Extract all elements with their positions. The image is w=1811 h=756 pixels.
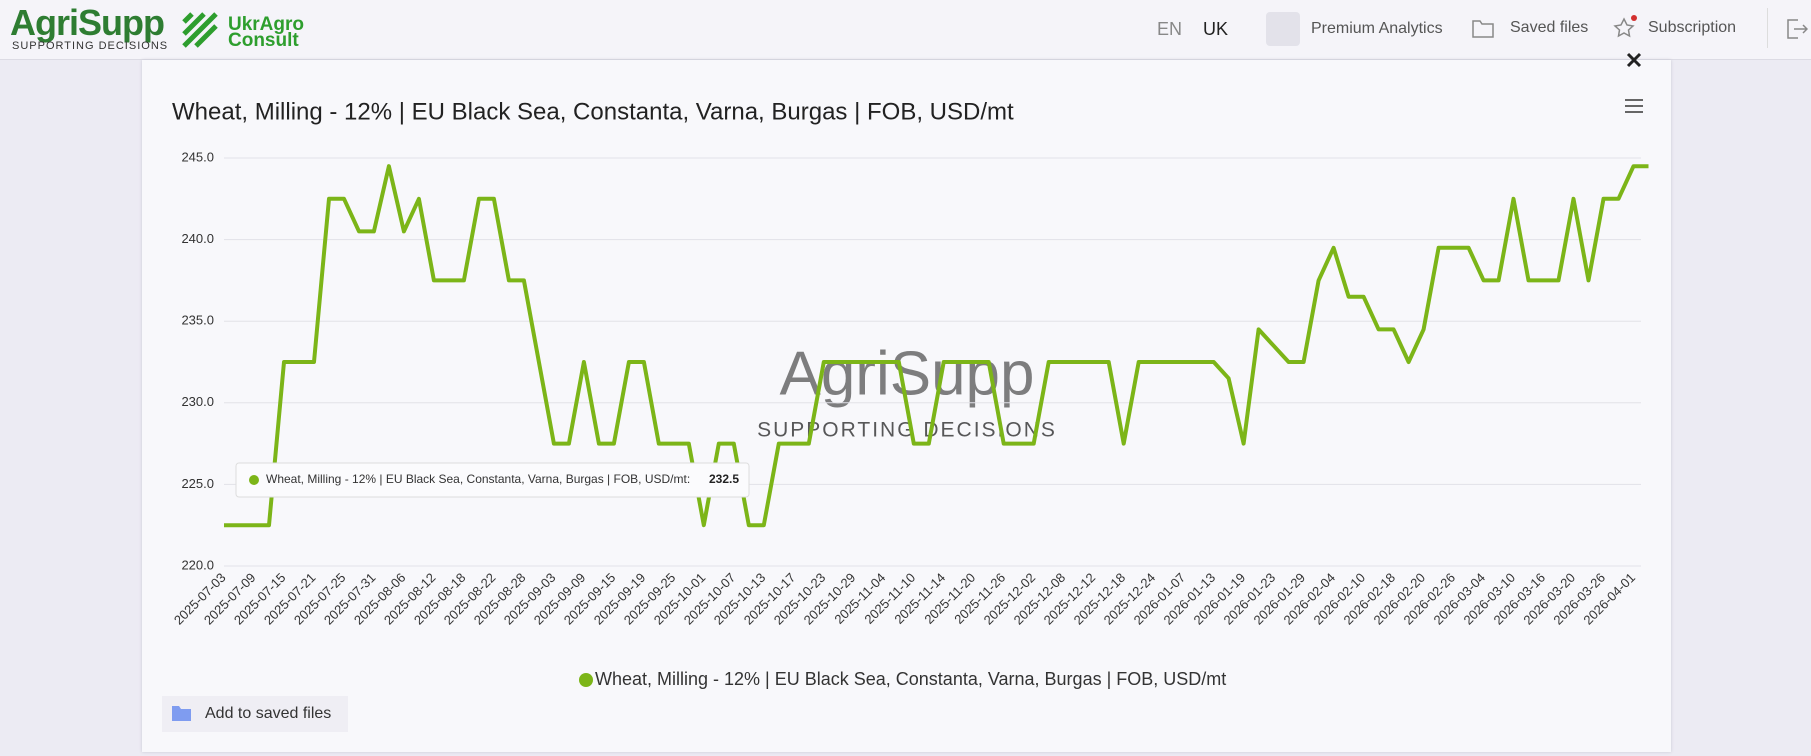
nav-subscription[interactable]: Subscription: [1648, 19, 1737, 36]
tooltip-value: 232.5: [709, 472, 739, 486]
menu-icon[interactable]: [1625, 99, 1643, 113]
brand-logo[interactable]: AgriSupp: [10, 2, 165, 43]
watermark: AgriSupp SUPPORTING DECISIONS: [757, 339, 1057, 442]
series-line: [224, 164, 1649, 528]
save-button-label[interactable]: Add to saved files: [205, 705, 331, 722]
lang-uk[interactable]: UK: [1203, 19, 1229, 39]
y-tick-label: 235.0: [181, 313, 214, 328]
divider: [1767, 8, 1768, 48]
tooltip-dot: [249, 475, 259, 485]
chart-title: Wheat, Milling - 12% | EU Black Sea, Con…: [172, 98, 1014, 125]
partner-icon: [182, 12, 218, 48]
y-tick-label: 240.0: [181, 231, 214, 246]
save-folder-icon: [172, 706, 191, 721]
tooltip-label: Wheat, Milling - 12% | EU Black Sea, Con…: [266, 472, 690, 486]
nav-premium[interactable]: Premium Analytics: [1311, 20, 1443, 37]
save-button[interactable]: [162, 696, 348, 732]
header: AgriSupp SUPPORTING DECISIONS UkrAgro Co…: [0, 0, 1811, 60]
folder-icon: [1472, 20, 1494, 38]
partner-bottom: Consult: [228, 30, 299, 51]
close-button[interactable]: [1626, 52, 1642, 68]
y-tick-label: 225.0: [181, 476, 214, 491]
legend-marker[interactable]: [579, 673, 593, 687]
watermark-tagline: SUPPORTING DECISIONS: [757, 419, 1057, 442]
y-tick-label: 220.0: [181, 557, 214, 572]
legend-label[interactable]: Wheat, Milling - 12% | EU Black Sea, Con…: [595, 669, 1226, 689]
star-icon: [1613, 15, 1637, 38]
avatar: [1266, 12, 1300, 46]
y-tick-label: 230.0: [181, 394, 214, 409]
partner-top: UkrAgro: [228, 14, 305, 35]
tooltip-box: [235, 462, 750, 498]
nav-saved[interactable]: Saved files: [1510, 19, 1589, 36]
lang-en[interactable]: EN: [1157, 19, 1183, 39]
logout-icon[interactable]: [1786, 18, 1808, 40]
y-tick-label: 245.0: [181, 149, 214, 164]
brand-tagline: SUPPORTING DECISIONS: [12, 40, 169, 52]
